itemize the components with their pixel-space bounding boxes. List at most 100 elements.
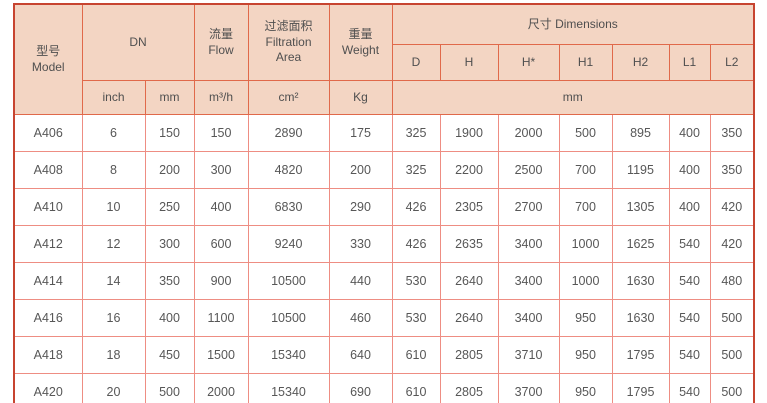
table-row-a406: A406 6 150 150 2890 175 325 1900 2000 500 895 400 35… (13, 114, 755, 152)
header-model: 型号 Model (13, 3, 83, 115)
cell-weight: 200 (328, 151, 393, 189)
cell-flow: 600 (193, 225, 249, 263)
cell-dn-mm: 350 (144, 262, 195, 300)
cell-d: 530 (391, 262, 441, 300)
cell-h-star: 3400 (497, 225, 560, 263)
header-row-2: D H H* H1 H2 L1 L2 (14, 44, 755, 81)
cell-h: 2640 (439, 299, 499, 337)
cell-h1: 950 (558, 299, 613, 337)
cell-model: A416 (13, 299, 83, 337)
cell-model: A410 (13, 188, 83, 226)
cell-weight: 175 (328, 114, 393, 152)
cell-h2: 1305 (611, 188, 670, 226)
cell-l2: 350 (709, 151, 755, 189)
unit-dimensions-mm: mm (391, 80, 755, 115)
cell-model: A408 (13, 151, 83, 189)
table-row-a420: A420 20 500 2000 15340 690 610 2805 3700 950 1795 5… (13, 373, 755, 403)
cell-h: 2200 (439, 151, 499, 189)
cell-l1: 540 (668, 262, 711, 300)
cell-area: 4820 (247, 151, 330, 189)
cell-h2: 1630 (611, 299, 670, 337)
cell-dn-mm: 150 (144, 114, 195, 152)
cell-l2: 420 (709, 225, 755, 263)
cell-l1: 400 (668, 151, 711, 189)
cell-dn-inch: 18 (81, 336, 146, 374)
cell-d: 610 (391, 373, 441, 403)
table-row-a410: A410 10 250 400 6830 290 426 2305 2700 700 1305 400… (13, 188, 755, 226)
cell-dn-mm: 450 (144, 336, 195, 374)
cell-d: 426 (391, 225, 441, 263)
cell-dn-inch: 6 (81, 114, 146, 152)
header-dim-l2: L2 (709, 44, 755, 81)
cell-area: 15340 (247, 336, 330, 374)
table-row-a408: A408 8 200 300 4820 200 325 2200 2500 700 1195 400 3… (13, 151, 755, 189)
cell-h-star: 3400 (497, 299, 560, 337)
table-row-a412: A412 12 300 600 9240 330 426 2635 3400 1000 1625 54… (13, 225, 755, 263)
cell-l2: 500 (709, 373, 755, 403)
header-weight: 重量 Weight (328, 3, 393, 81)
cell-h1: 1000 (558, 225, 613, 263)
cell-h: 2805 (439, 373, 499, 403)
header-dim-h: H (439, 44, 499, 81)
cell-flow: 150 (193, 114, 249, 152)
cell-h1: 1000 (558, 262, 613, 300)
cell-d: 530 (391, 299, 441, 337)
header-dim-d: D (391, 44, 441, 81)
cell-d: 426 (391, 188, 441, 226)
cell-area: 15340 (247, 373, 330, 403)
cell-weight: 440 (328, 262, 393, 300)
header-dim-h-star: H* (497, 44, 560, 81)
cell-model: A406 (13, 114, 83, 152)
cell-model: A420 (13, 373, 83, 403)
spec-table-body: A406 6 150 150 2890 175 325 1900 2000 500 895 400 35… (13, 114, 755, 403)
cell-weight: 290 (328, 188, 393, 226)
cell-l1: 400 (668, 188, 711, 226)
cell-flow: 1100 (193, 299, 249, 337)
cell-dn-inch: 16 (81, 299, 146, 337)
cell-area: 10500 (247, 299, 330, 337)
header-flow-en: Flow (208, 42, 234, 57)
header-dim-h1: H1 (558, 44, 613, 81)
cell-h1: 950 (558, 373, 613, 403)
cell-d: 610 (391, 336, 441, 374)
header-model-en: Model (31, 59, 65, 74)
cell-h-star: 2500 (497, 151, 560, 189)
cell-l2: 500 (709, 336, 755, 374)
header-flow-zh: 流量 (208, 26, 233, 41)
header-weight-en: Weight (341, 42, 380, 57)
cell-dn-inch: 12 (81, 225, 146, 263)
unit-weight: Kg (328, 80, 393, 115)
cell-model: A412 (13, 225, 83, 263)
header-filtration-en-2: Area (275, 50, 302, 65)
table-row-a414: A414 14 350 900 10500 440 530 2640 3400 1000 1630 5… (13, 262, 755, 300)
cell-dn-inch: 14 (81, 262, 146, 300)
header-filtration-en-1: Filtration (265, 34, 312, 49)
cell-h: 2305 (439, 188, 499, 226)
cell-h2: 1795 (611, 373, 670, 403)
cell-h: 2640 (439, 262, 499, 300)
filter-spec-table: 型号 Model DN 流量 Flow 过滤面积 Filtration Area… (13, 3, 756, 403)
cell-h2: 1625 (611, 225, 670, 263)
cell-d: 325 (391, 114, 441, 152)
cell-h-star: 2700 (497, 188, 560, 226)
cell-h: 1900 (439, 114, 499, 152)
cell-area: 6830 (247, 188, 330, 226)
header-dim-h2: H2 (611, 44, 670, 81)
cell-weight: 640 (328, 336, 393, 374)
cell-flow: 2000 (193, 373, 249, 403)
cell-l1: 540 (668, 299, 711, 337)
cell-h2: 895 (611, 114, 670, 152)
header-flow: 流量 Flow (193, 3, 249, 81)
spec-table-header: 型号 Model DN 流量 Flow 过滤面积 Filtration Area… (13, 3, 755, 115)
header-filtration-zh: 过滤面积 (264, 19, 313, 34)
cell-h-star: 2000 (497, 114, 560, 152)
cell-model: A414 (13, 262, 83, 300)
cell-dn-mm: 500 (144, 373, 195, 403)
cell-h1: 950 (558, 336, 613, 374)
cell-l2: 500 (709, 299, 755, 337)
cell-dn-mm: 400 (144, 299, 195, 337)
cell-h: 2805 (439, 336, 499, 374)
header-filtration-area: 过滤面积 Filtration Area (247, 3, 330, 81)
cell-dn-inch: 20 (81, 373, 146, 403)
